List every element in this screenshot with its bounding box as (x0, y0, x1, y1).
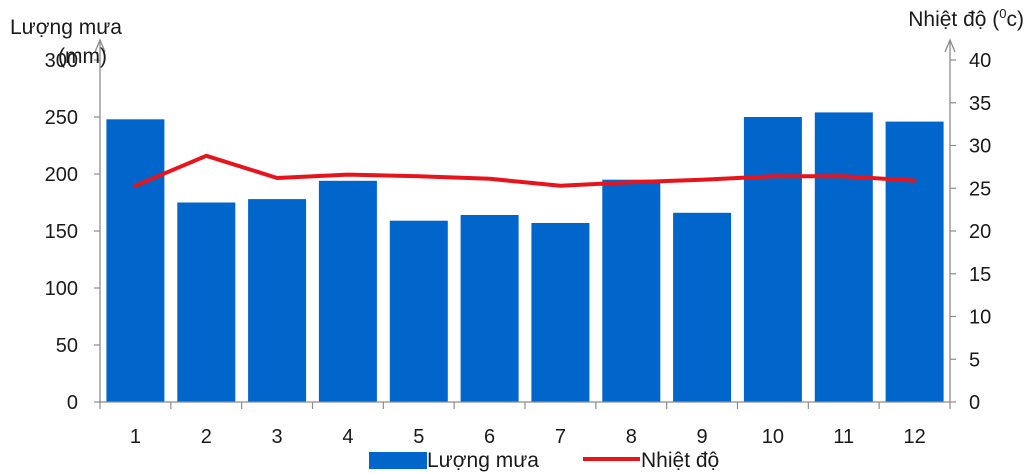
x-tick-label: 8 (626, 426, 637, 448)
x-tick-label: 10 (762, 426, 784, 448)
y-left-tick-label: 200 (45, 164, 78, 186)
y-right-axis-arrow (944, 38, 956, 53)
x-tick-label: 9 (697, 426, 708, 448)
y-right-tick-label: 5 (969, 349, 980, 371)
x-tick-label: 7 (555, 426, 566, 448)
bar-rain-month-11 (814, 112, 873, 403)
bars-layer (106, 112, 944, 403)
bar-rain-month-5 (389, 220, 448, 402)
x-tick-label: 3 (272, 426, 283, 448)
bar-rain-month-12 (885, 121, 944, 402)
bar-rain-month-7 (531, 223, 590, 402)
x-tick-label: 1 (130, 426, 141, 448)
x-tick-label: 4 (342, 426, 353, 448)
y-left-tick-label: 300 (45, 50, 78, 72)
bar-rain-month-4 (318, 180, 377, 402)
y-right-tick-label: 15 (969, 264, 991, 286)
line-layer (133, 153, 917, 188)
bar-rain-month-8 (602, 179, 661, 402)
bar-rain-month-2 (177, 202, 236, 402)
y-left-tick-label: 0 (67, 392, 78, 414)
line-temperature (133, 153, 917, 188)
legend-swatch-rain (369, 452, 427, 469)
legend: Lượng mưa Nhiệt độ (369, 449, 719, 472)
x-tick-label: 11 (833, 426, 854, 448)
y-right-tick-label: 20 (969, 221, 991, 243)
axes-layer (94, 38, 956, 409)
bar-rain-month-1 (106, 119, 165, 403)
y-right-title: Nhiệt độ (0c) (908, 6, 1024, 31)
legend-label-rain: Lượng mưa (427, 449, 539, 472)
y-right-tick-label: 30 (969, 136, 991, 158)
bar-rain-month-3 (248, 199, 307, 402)
y-right-tick-label: 10 (969, 307, 991, 329)
y-left-title-line1: Lượng mưa (10, 16, 122, 39)
y-right-tick-label: 40 (969, 50, 991, 72)
x-tick-label: 12 (903, 426, 925, 448)
bar-rain-month-9 (673, 212, 732, 402)
y-right-tick-label: 35 (969, 93, 991, 115)
y-right-title-sup: 0 (999, 6, 1006, 21)
y-left-axis-arrow (94, 38, 106, 53)
y-right-title-end: c) (1007, 8, 1025, 31)
y-left-tick-label: 50 (56, 335, 78, 357)
legend-label-temp: Nhiệt độ (641, 449, 719, 472)
y-right-tick-label: 25 (969, 178, 991, 200)
y-left-tick-label: 150 (45, 221, 78, 243)
y-left-tick-label: 100 (45, 278, 78, 300)
y-left-tick-label: 250 (45, 107, 78, 129)
y-right-tick-label: 0 (969, 392, 980, 414)
bar-rain-month-6 (460, 215, 519, 402)
x-tick-label: 5 (413, 426, 424, 448)
bar-rain-month-10 (743, 117, 802, 402)
x-tick-label: 6 (484, 426, 495, 448)
y-left-title-line2: (mm) (58, 45, 107, 68)
x-tick-label: 2 (201, 426, 212, 448)
